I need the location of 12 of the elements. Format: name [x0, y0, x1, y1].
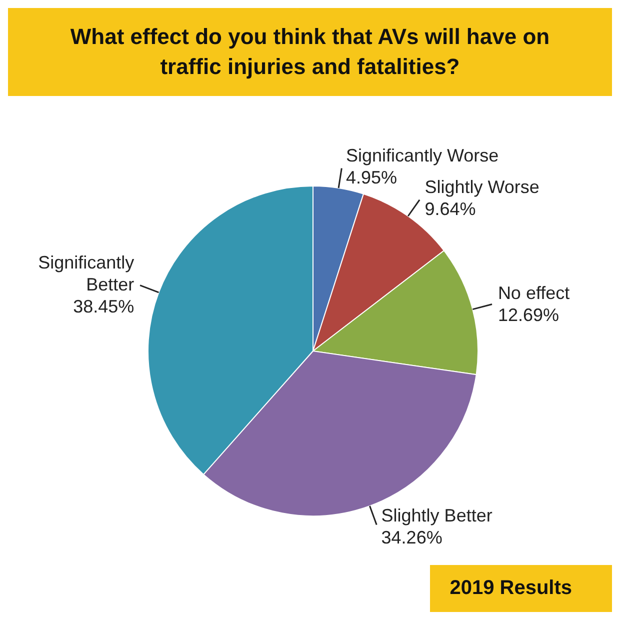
slice-label: Significantly Worse	[346, 145, 499, 166]
text: 2019 Results	[430, 565, 612, 612]
data-label: 38.45%	[73, 296, 134, 317]
slice-label: Significantly Better	[38, 252, 134, 295]
data-label: 34.26%	[381, 528, 442, 548]
data-label: 12.69%	[498, 304, 559, 325]
data-label: 4.95%	[346, 167, 398, 188]
slice-label: Slightly Worse	[424, 177, 540, 198]
slice-label: Slightly Better	[381, 506, 492, 526]
chart-title: What effect do you think that AVs will have on traffic injuries and fatalities?	[8, 8, 612, 96]
slice-label: No effect	[498, 282, 570, 303]
data-label: 9.64%	[424, 199, 476, 220]
